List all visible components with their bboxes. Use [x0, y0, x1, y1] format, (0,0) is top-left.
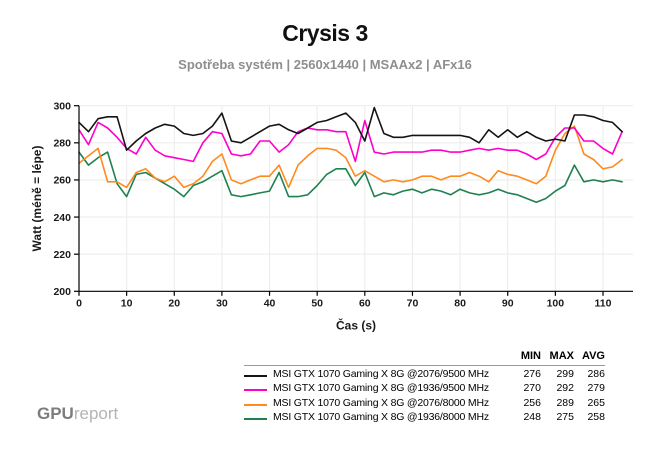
legend-color-swatch	[244, 410, 273, 425]
y-tick-label: 240	[53, 212, 71, 224]
legend-color-swatch	[244, 381, 273, 396]
legend-max-value: 289	[556, 396, 574, 409]
x-tick-label: 40	[264, 297, 276, 309]
logo-gpu-text: GPU	[37, 404, 74, 423]
y-tick-label: 220	[53, 249, 71, 261]
chart-title: Crysis 3	[282, 20, 368, 46]
x-tick-label: 10	[121, 297, 133, 309]
series-line	[78, 151, 623, 203]
gpureport-logo: GPUreport	[37, 404, 118, 424]
legend-color-swatch	[244, 396, 273, 411]
x-tick-label: 50	[311, 297, 323, 309]
y-tick-label: 300	[53, 101, 71, 113]
y-axis-title: Watt (méně = lépe)	[30, 146, 44, 252]
y-tick-label: 280	[53, 138, 71, 150]
legend-max-value: 292	[556, 382, 574, 395]
x-tick-label: 110	[595, 297, 612, 309]
legend-col-avg: AVG	[581, 350, 605, 362]
x-axis-title: Čas (s)	[336, 317, 376, 332]
legend-series-name: MSI GTX 1070 Gaming X 8G @2076/9500 MHz	[273, 367, 489, 380]
series-line	[78, 125, 623, 189]
y-tick-label: 260	[53, 175, 71, 187]
legend-max-value: 275	[556, 411, 574, 424]
legend-row: MSI GTX 1070 Gaming X 8G @2076/8000 MHz 2…	[244, 396, 605, 411]
legend-series-name: MSI GTX 1070 Gaming X 8G @2076/8000 MHz	[273, 396, 489, 409]
x-tick-label: 60	[359, 297, 371, 309]
x-tick-label: 0	[76, 297, 82, 309]
series-line	[78, 106, 623, 151]
legend-min-value: 248	[523, 411, 541, 424]
legend-min-value: 276	[523, 367, 541, 380]
series-line	[78, 119, 623, 163]
legend-avg-value: 265	[587, 396, 605, 409]
x-tick-label: 100	[547, 297, 565, 309]
legend-avg-value: 286	[587, 367, 605, 380]
legend-min-value: 256	[523, 396, 541, 409]
legend-min-value: 270	[523, 382, 541, 395]
legend-avg-value: 258	[587, 411, 605, 424]
legend-color-swatch	[244, 367, 273, 382]
logo-report-text: report	[73, 404, 119, 423]
legend-table: MIN MAX AVG MSI GTX 1070 Gaming X 8G @20…	[244, 349, 605, 425]
x-tick-label: 90	[502, 297, 514, 309]
legend-col-min: MIN	[520, 350, 541, 362]
legend-rows: MSI GTX 1070 Gaming X 8G @2076/9500 MHz 2…	[244, 367, 605, 425]
legend-header-spacer	[244, 355, 267, 357]
x-tick-label: 80	[454, 297, 466, 309]
legend-header-row: MIN MAX AVG	[244, 349, 605, 366]
legend-row: MSI GTX 1070 Gaming X 8G @1936/8000 MHz 2…	[244, 410, 605, 425]
x-tick-label: 70	[407, 297, 419, 309]
x-tick-label: 30	[216, 297, 228, 309]
chart-subtitle: Spotřeba systém | 2560x1440 | MSAAx2 | A…	[178, 57, 472, 72]
legend-col-max: MAX	[549, 350, 574, 362]
y-tick-label: 200	[53, 286, 71, 298]
legend-row: MSI GTX 1070 Gaming X 8G @2076/9500 MHz 2…	[244, 367, 605, 382]
legend-series-name: MSI GTX 1070 Gaming X 8G @1936/9500 MHz	[273, 382, 489, 395]
legend-avg-value: 279	[587, 382, 605, 395]
legend-series-name: MSI GTX 1070 Gaming X 8G @1936/8000 MHz	[273, 411, 489, 424]
x-tick-label: 20	[168, 297, 180, 309]
legend-max-value: 299	[556, 367, 574, 380]
legend-row: MSI GTX 1070 Gaming X 8G @1936/9500 MHz 2…	[244, 381, 605, 396]
